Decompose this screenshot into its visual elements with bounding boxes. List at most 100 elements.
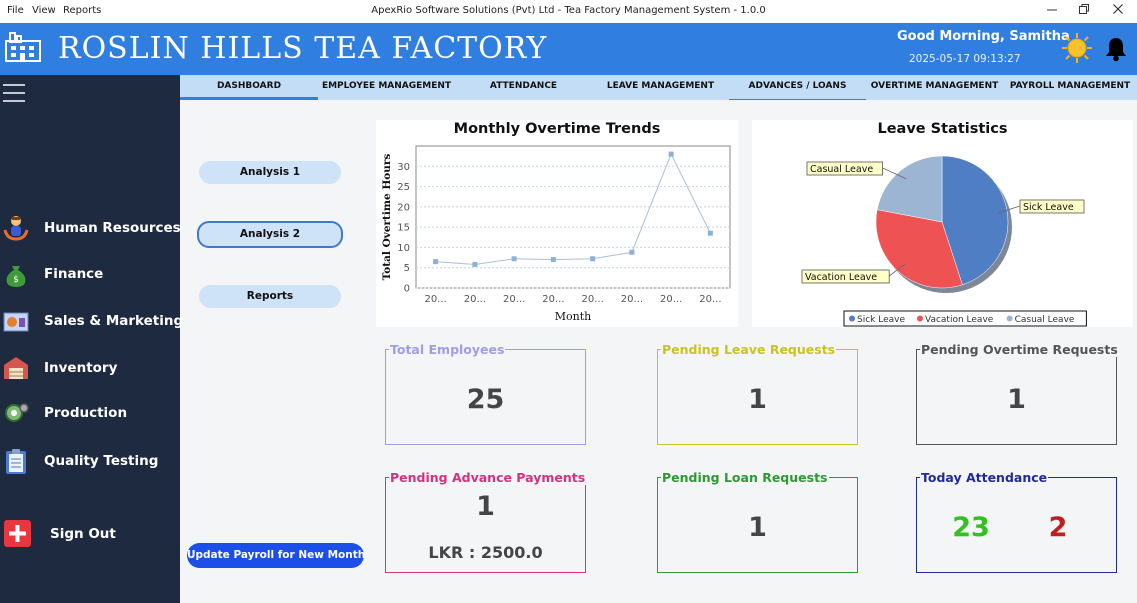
menu-reports[interactable]: Reports bbox=[63, 5, 102, 16]
tab-advances-loans[interactable]: ADVANCES / LOANS bbox=[729, 75, 866, 100]
analysis-2-button[interactable]: Analysis 2 bbox=[197, 221, 343, 248]
tab-leave-management[interactable]: LEAVE MANAGEMENT bbox=[606, 81, 715, 91]
card-title: Pending Loan Requests bbox=[661, 470, 829, 485]
attendance-absent-value: 2 bbox=[1048, 512, 1068, 543]
sidebar-item-inventory[interactable]: Inventory bbox=[0, 352, 180, 386]
pie-label: Vacation Leave bbox=[805, 272, 877, 283]
pending-overtime-card: Pending Overtime Requests 1 bbox=[916, 342, 1119, 445]
legend-entry: Casual Leave bbox=[1015, 315, 1075, 325]
legend-entry: Vacation Leave bbox=[925, 315, 994, 325]
minimize-icon bbox=[1047, 9, 1057, 11]
sidebar-item-sales-marketing[interactable]: Sales & Marketing bbox=[0, 305, 184, 339]
data-point bbox=[707, 230, 713, 236]
money-bag-icon: $ bbox=[6, 266, 26, 287]
pie-label-box bbox=[1019, 199, 1085, 214]
sidebar-item-label: Production bbox=[44, 405, 128, 421]
pie-legend: Sick Leave Vacation Leave Casual Leave bbox=[843, 310, 1087, 327]
sign-out-button[interactable]: Sign Out bbox=[0, 518, 180, 552]
close-button[interactable] bbox=[1103, 2, 1133, 21]
tab-employee-management[interactable]: EMPLOYEE MANAGEMENT bbox=[321, 81, 452, 91]
update-payroll-button[interactable]: Update Payroll for New Month bbox=[187, 543, 365, 568]
x-tick-label: 20... bbox=[424, 294, 446, 305]
sun-icon bbox=[1062, 33, 1092, 63]
hamburger-menu-icon[interactable] bbox=[3, 84, 25, 108]
legend-swatch bbox=[849, 315, 855, 322]
factory-name: ROSLIN HILLS TEA FACTORY bbox=[58, 31, 548, 66]
sidebar-item-label: Quality Testing bbox=[44, 453, 159, 469]
data-point bbox=[550, 257, 556, 263]
attendance-present-value: 23 bbox=[952, 512, 990, 543]
pie-label: Casual Leave bbox=[810, 164, 873, 175]
legend-swatch bbox=[1006, 315, 1013, 322]
pending-advance-amount: LKR : 2500.0 bbox=[428, 543, 543, 562]
factory-logo-icon bbox=[5, 32, 41, 62]
close-icon bbox=[1113, 4, 1123, 14]
menu-view[interactable]: View bbox=[32, 5, 56, 16]
y-tick-label: 25 bbox=[397, 182, 410, 193]
pie-slice bbox=[941, 155, 1009, 286]
reports-button[interactable]: Reports bbox=[199, 285, 341, 308]
restore-icon bbox=[1079, 4, 1089, 14]
x-tick-label: 20... bbox=[503, 294, 525, 305]
card-title: Pending Overtime Requests bbox=[920, 342, 1119, 357]
pending-advance-value: 1 bbox=[476, 491, 495, 522]
sidebar-item-human-resources[interactable]: Human Resources bbox=[0, 212, 181, 246]
sidebar-item-finance[interactable]: $ Finance bbox=[0, 258, 180, 292]
pie-slice bbox=[876, 155, 943, 223]
sidebar-item-label: Finance bbox=[44, 266, 104, 282]
sidebar-item-production[interactable]: Production bbox=[0, 397, 180, 431]
card-title: Pending Advance Payments bbox=[389, 470, 587, 485]
window-title: ApexRio Software Solutions (Pvt) Ltd - T… bbox=[371, 5, 766, 16]
pie-slice bbox=[875, 209, 963, 289]
window-titlebar: File View Reports ApexRio Software Solut… bbox=[0, 0, 1137, 23]
menu-file[interactable]: File bbox=[7, 5, 24, 16]
analysis-1-button[interactable]: Analysis 1 bbox=[199, 161, 341, 184]
app-header: ROSLIN HILLS TEA FACTORY Good Morning, S… bbox=[0, 23, 1137, 75]
data-point bbox=[668, 151, 674, 157]
x-tick-label: 20... bbox=[660, 294, 682, 305]
pie-label-connector bbox=[888, 263, 906, 277]
data-point bbox=[629, 249, 635, 255]
pending-leave-value: 1 bbox=[748, 384, 767, 415]
x-tick-label: 20... bbox=[581, 294, 603, 305]
x-axis-label: Month bbox=[555, 310, 591, 323]
data-point bbox=[433, 259, 439, 265]
sidebar-item-label: Inventory bbox=[44, 360, 118, 376]
svg-text:$: $ bbox=[13, 275, 19, 285]
greeting-text: Good Morning, Samitha bbox=[897, 29, 1070, 44]
pending-leave-card: Pending Leave Requests 1 bbox=[657, 342, 858, 445]
x-tick-label: 20... bbox=[542, 294, 564, 305]
data-point bbox=[590, 256, 596, 262]
card-title: Pending Leave Requests bbox=[661, 342, 837, 357]
card-title: Total Employees bbox=[389, 342, 506, 357]
pie-label-connector bbox=[997, 205, 1021, 214]
tab-payroll-management[interactable]: PAYROLL MANAGEMENT bbox=[1009, 81, 1131, 91]
tab-overtime-management[interactable]: OVERTIME MANAGEMENT bbox=[870, 81, 999, 91]
tab-dashboard[interactable]: DASHBOARD bbox=[180, 75, 318, 100]
sidebar-item-label: Human Resources bbox=[44, 220, 181, 236]
sign-out-label: Sign Out bbox=[50, 526, 116, 542]
warehouse-icon bbox=[4, 357, 28, 379]
plus-icon bbox=[4, 520, 31, 547]
tab-attendance[interactable]: ATTENDANCE bbox=[489, 81, 558, 91]
current-datetime: 2025-05-17 09:13:27 bbox=[909, 53, 1021, 65]
bell-icon[interactable] bbox=[1105, 36, 1127, 62]
pie-label-box bbox=[806, 161, 883, 176]
legend-frame bbox=[843, 310, 1087, 327]
data-point bbox=[511, 256, 517, 262]
sidebar-item-label: Sales & Marketing bbox=[44, 313, 184, 329]
x-tick-label: 20... bbox=[621, 294, 643, 305]
chart-title: Monthly Overtime Trends bbox=[453, 121, 661, 137]
card-title: Today Attendance bbox=[920, 470, 1049, 485]
x-tick-label: 20... bbox=[464, 294, 486, 305]
series-line bbox=[435, 152, 711, 265]
pie-label-box bbox=[801, 269, 890, 284]
pie-label: Sick Leave bbox=[1023, 202, 1074, 213]
total-employees-card: Total Employees 25 bbox=[385, 342, 586, 445]
minimize-button[interactable] bbox=[1037, 2, 1067, 21]
restore-button[interactable] bbox=[1069, 2, 1099, 21]
sidebar-item-quality-testing[interactable]: Quality Testing bbox=[0, 445, 180, 479]
production-icon bbox=[5, 403, 29, 422]
sales-icon bbox=[3, 312, 29, 332]
